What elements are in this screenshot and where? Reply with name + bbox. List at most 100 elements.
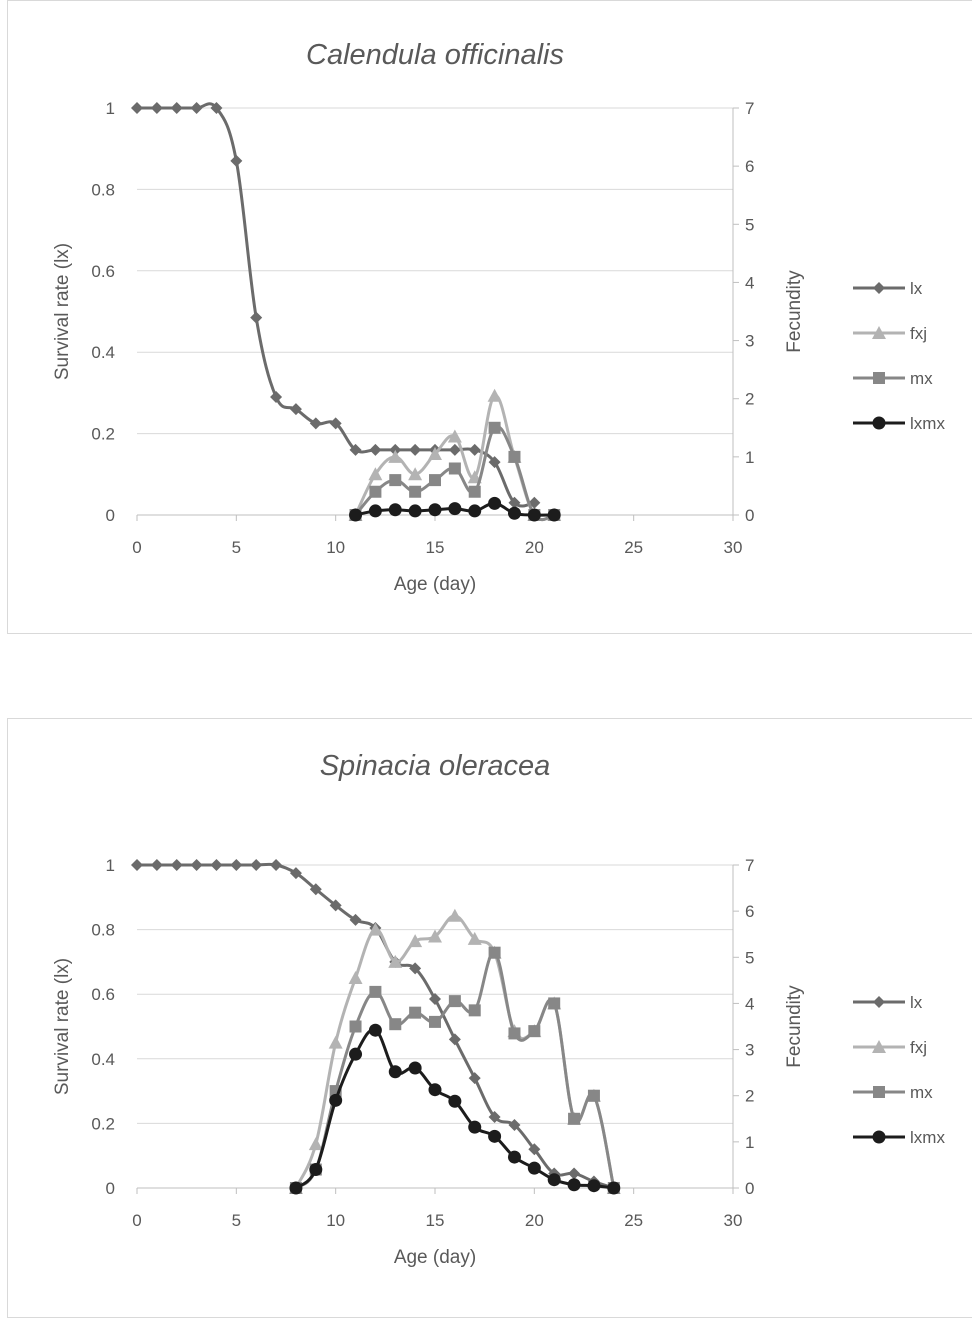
data-point-lxmx [309, 1163, 323, 1177]
data-point-lxmx [289, 1181, 303, 1195]
data-point-mx [448, 995, 461, 1008]
data-point-lxmx [607, 1181, 621, 1195]
data-point-lxmx [428, 1083, 442, 1097]
data-point-lx [289, 403, 302, 416]
y-tick-label: 0.6 [91, 262, 115, 281]
legend-label-mx: mx [910, 369, 933, 388]
data-point-lx [131, 859, 143, 871]
y-tick-label: 0 [106, 1179, 115, 1198]
legend-marker-mx [873, 372, 885, 384]
y-tick-label: 0.8 [91, 180, 115, 199]
y-axis-label: Survival rate (lx) [52, 958, 73, 1095]
data-point-lxmx [527, 508, 541, 522]
data-point-lxmx [567, 1178, 581, 1192]
data-point-lx [150, 102, 163, 114]
y-axis-label: Survival rate (lx) [52, 243, 73, 380]
data-point-lx [488, 1110, 501, 1123]
x-tick-label: 5 [232, 538, 241, 557]
x-tick-label: 0 [132, 1211, 141, 1230]
legend-marker-lxmx [872, 416, 886, 430]
y2-tick-label: 7 [745, 856, 754, 875]
data-point-lx [448, 1033, 461, 1046]
y2-tick-label: 3 [745, 1041, 754, 1060]
legend-label-fxj: fxj [910, 1038, 927, 1057]
data-point-mx [468, 1004, 481, 1017]
data-point-fxj [447, 908, 462, 922]
data-point-lx [230, 154, 243, 167]
y2-tick-label: 6 [745, 157, 754, 176]
data-point-lx [468, 443, 481, 456]
legend-marker-fxj [872, 326, 886, 339]
y-tick-label: 0.2 [91, 425, 115, 444]
legend-label-lxmx: lxmx [910, 414, 945, 433]
legend-label-lx: lx [910, 993, 923, 1012]
y2-tick-label: 7 [745, 99, 754, 118]
data-point-lx [270, 390, 283, 403]
data-point-lx [131, 102, 143, 114]
series-line-fxj [294, 914, 616, 1189]
legend-label-fxj: fxj [910, 324, 927, 343]
data-point-lx [289, 867, 302, 880]
x-tick-label: 5 [232, 1211, 241, 1230]
y-tick-label: 0.4 [91, 1050, 115, 1069]
data-point-lx [190, 102, 203, 114]
legend-label-lx: lx [910, 279, 923, 298]
data-point-fxj [408, 467, 423, 481]
data-point-lxmx [488, 1129, 502, 1143]
data-point-lx [528, 1143, 541, 1156]
legend-marker-mx [873, 1086, 885, 1098]
data-point-lxmx [547, 1173, 561, 1187]
x-axis-label: Age (day) [394, 1247, 476, 1268]
data-point-lx [309, 417, 322, 430]
x-tick-label: 15 [426, 538, 445, 557]
data-point-lx [468, 1072, 481, 1085]
data-point-lx [170, 102, 183, 114]
data-point-mx [508, 1027, 521, 1040]
data-point-lx [210, 859, 223, 871]
data-point-lxmx [448, 502, 462, 516]
data-point-lx [170, 859, 183, 871]
data-point-lxmx [527, 1161, 541, 1175]
data-point-lxmx [448, 1094, 462, 1108]
y2-tick-label: 1 [745, 1133, 754, 1152]
x-tick-label: 25 [624, 538, 643, 557]
data-point-lx [329, 899, 342, 912]
data-point-mx [409, 485, 422, 498]
data-point-mx [508, 450, 521, 463]
data-point-fxj [428, 446, 442, 460]
data-point-lx [349, 913, 362, 926]
y2-tick-label: 2 [745, 390, 754, 409]
x-tick-label: 20 [525, 538, 544, 557]
y2-tick-label: 3 [745, 332, 754, 351]
y2-tick-label: 5 [745, 948, 754, 967]
data-point-fxj [467, 931, 482, 945]
x-tick-label: 15 [426, 1211, 445, 1230]
data-point-mx [369, 485, 382, 498]
chart-title: Spinacia oleracea [320, 750, 551, 782]
data-point-lxmx [428, 503, 442, 517]
data-point-fxj [388, 954, 403, 968]
legend-marker-fxj [872, 1040, 886, 1053]
data-point-fxj [308, 1137, 323, 1151]
data-point-mx [587, 1089, 600, 1102]
y-tick-label: 0.2 [91, 1114, 115, 1133]
chart-title: Calendula officinalis [306, 39, 564, 71]
y2-tick-label: 5 [745, 215, 754, 234]
data-point-mx [528, 1025, 541, 1038]
data-point-lx [508, 496, 521, 509]
data-point-fxj [368, 467, 383, 481]
data-point-mx [488, 946, 501, 959]
y-tick-label: 1 [106, 99, 115, 118]
data-point-lxmx [349, 1047, 363, 1061]
data-point-lxmx [587, 1179, 601, 1193]
data-point-fxj [487, 388, 502, 402]
x-tick-label: 30 [724, 538, 743, 557]
data-point-lxmx [547, 508, 561, 522]
x-tick-label: 10 [326, 1211, 345, 1230]
data-point-lxmx [507, 1150, 521, 1164]
data-point-lx [150, 859, 163, 871]
data-point-mx [369, 985, 382, 998]
x-axis-label: Age (day) [394, 574, 476, 595]
data-point-mx [389, 474, 402, 487]
